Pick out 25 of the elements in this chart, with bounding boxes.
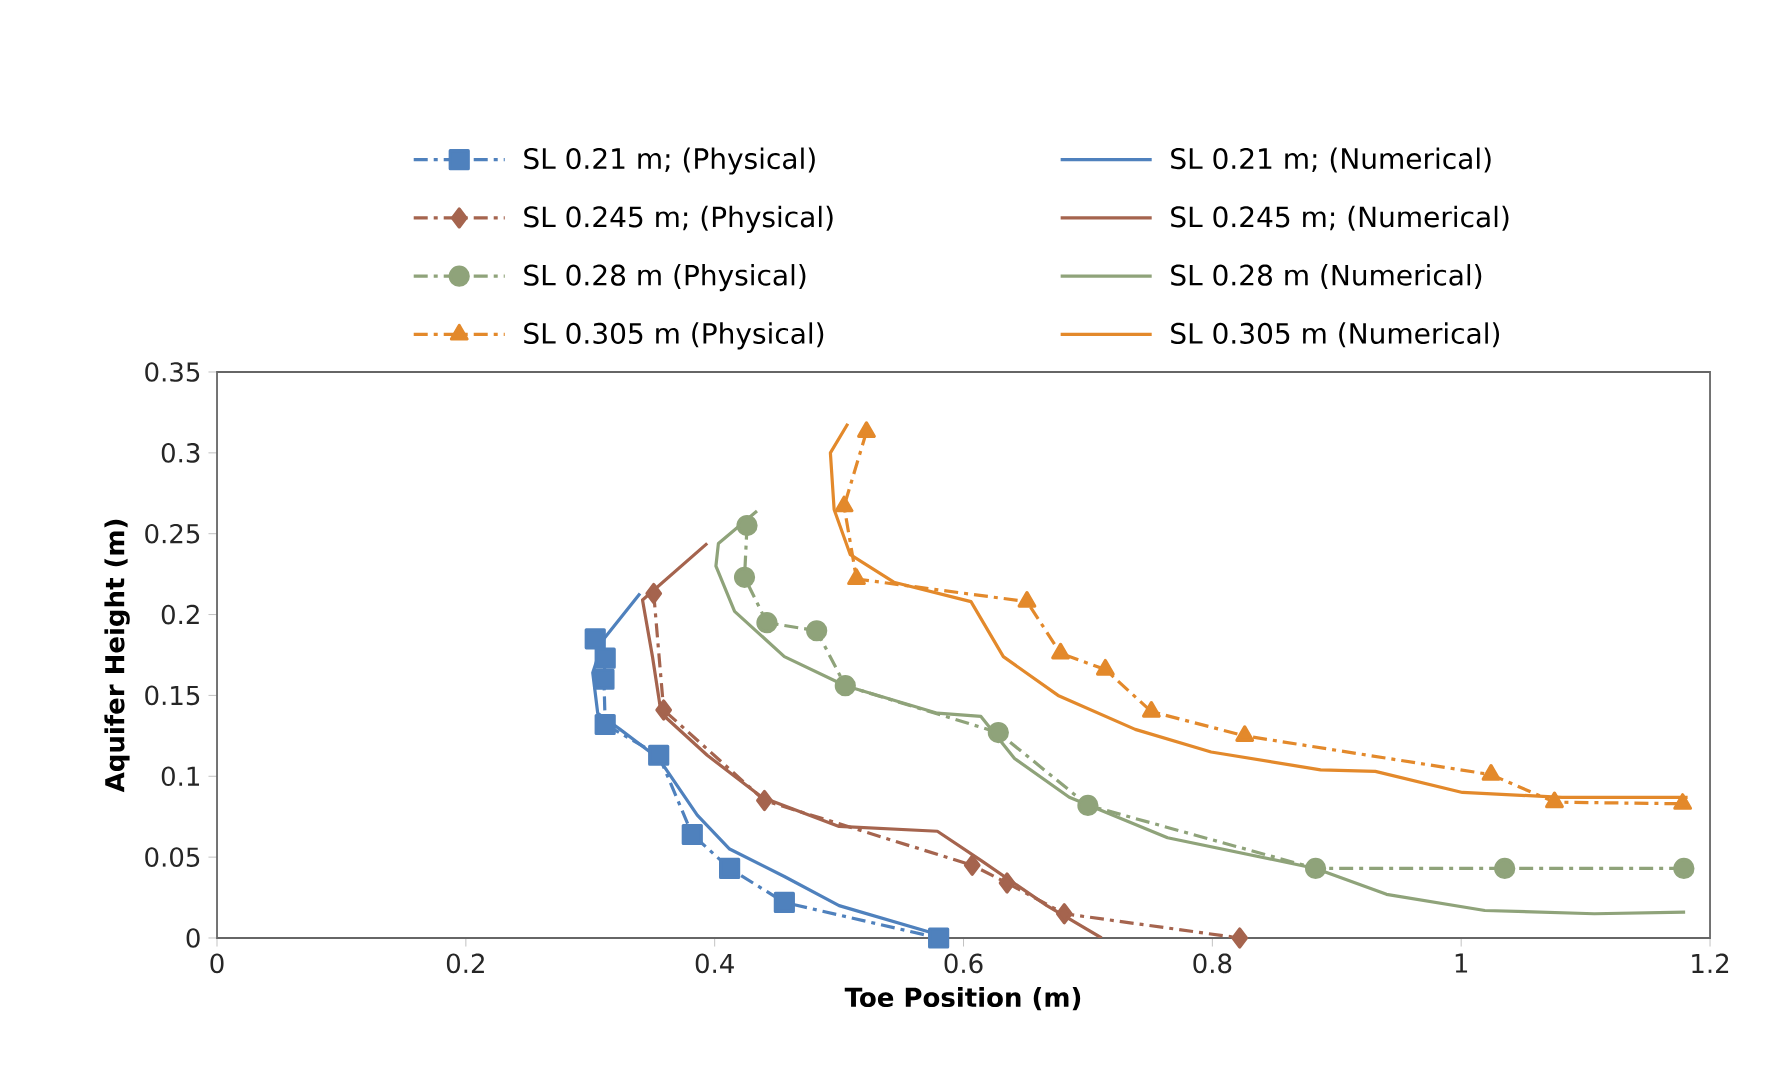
legend-label: SL 0.305 m (Numerical) [1171,322,1500,348]
y-tick-label: 0.35 [145,362,200,382]
y-tick-label: 0.15 [145,685,200,706]
legend-label: SL 0.305 m (Physical) [524,322,824,350]
legend-label: SL 0.245 m; (Physical) [524,205,833,233]
x-tick-label: 0.8 [1193,953,1232,974]
x-tick-label: 0.4 [695,953,734,974]
y-axis-title: Aquifer Height (m) [104,519,130,793]
x-tick-label: 0 [210,953,224,974]
legend-label: SL 0.21 m; (Numerical) [1171,147,1491,173]
x-tick-label: 0.2 [446,953,484,974]
x-tick-label: 1.2 [1692,953,1729,973]
legend-label: SL 0.28 m (Physical) [524,264,806,292]
y-tick-label: 0.05 [145,847,200,867]
y-tick-label: 0 [186,928,200,948]
y-tick-label: 0.3 [161,443,200,463]
x-axis-title: Toe Position (m) [844,986,1081,1011]
legend-label: SL 0.21 m; (Physical) [524,147,815,175]
x-tick-label: 1 [1455,953,1468,973]
legend-label: SL 0.245 m; (Numerical) [1171,205,1509,231]
y-tick-label: 0.2 [161,604,199,625]
x-tick-label: 0.6 [944,953,983,974]
y-tick-label: 0.1 [161,766,200,787]
legend-label: SL 0.28 m (Numerical) [1171,264,1482,290]
y-tick-label: 0.25 [145,523,200,544]
